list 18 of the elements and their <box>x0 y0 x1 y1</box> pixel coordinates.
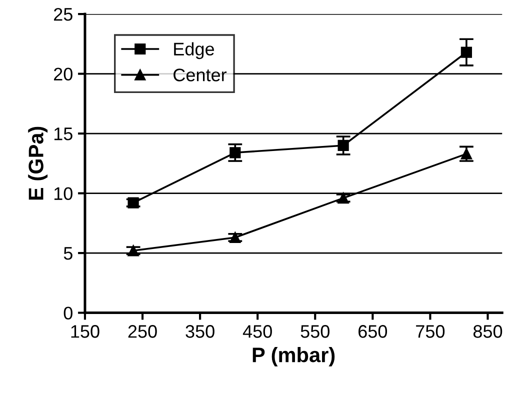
x-tick-label: 450 <box>242 325 272 338</box>
y-tick-label: 5 <box>64 247 72 260</box>
x-axis-title: P (mbar) <box>252 346 335 366</box>
x-tick-label: 650 <box>358 325 388 338</box>
legend-label: Center <box>174 68 227 82</box>
x-tick-label: 250 <box>128 325 157 338</box>
y-tick-label: 15 <box>54 128 72 140</box>
x-tick-label: 550 <box>300 325 330 338</box>
y-tick-label: 10 <box>54 187 72 200</box>
y-tick-label: 0 <box>64 306 72 320</box>
x-tick-label: 350 <box>186 325 214 338</box>
y-axis-title: E (GPa) <box>28 126 48 200</box>
x-tick-label: 150 <box>71 325 100 338</box>
y-tick-label: 25 <box>54 8 72 21</box>
y-tick-label: 20 <box>54 68 72 81</box>
x-tick-label: 750 <box>416 325 445 338</box>
legend-label: Edge <box>174 42 214 60</box>
x-tick-label: 850 <box>473 325 502 338</box>
